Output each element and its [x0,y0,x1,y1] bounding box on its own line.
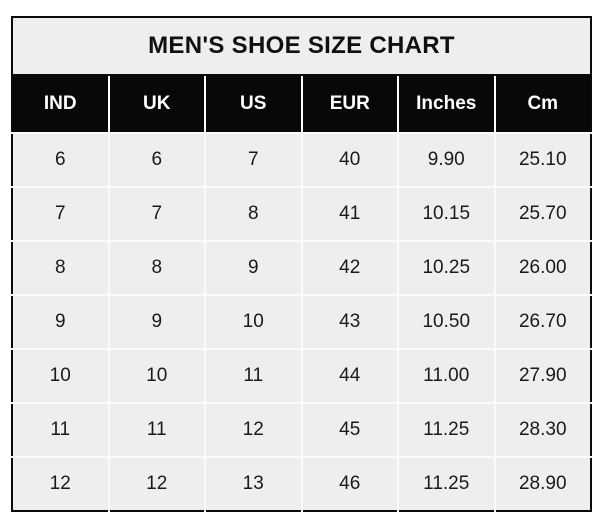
cell-eur: 41 [301,186,399,241]
cell-us: 13 [205,456,303,511]
cell-ind: 10 [12,348,110,403]
cell-eur: 40 [301,132,399,187]
cell-eur: 44 [301,348,399,403]
column-header-row: IND UK US EUR Inches Cm [12,75,591,133]
cell-inches: 10.15 [398,186,496,241]
cell-us: 10 [205,294,303,349]
cell-uk: 9 [108,294,206,349]
column-header-us: US [205,75,303,133]
cell-ind: 12 [12,456,110,511]
cell-uk: 8 [108,240,206,295]
chart-title: MEN'S SHOE SIZE CHART [12,17,591,76]
cell-cm: 26.00 [494,240,591,295]
cell-us: 8 [205,186,303,241]
cell-eur: 45 [301,402,399,457]
cell-cm: 28.90 [494,456,591,511]
cell-us: 11 [205,348,303,403]
cell-ind: 11 [12,402,110,457]
cell-uk: 6 [108,132,206,187]
cell-ind: 9 [12,294,110,349]
cell-cm: 25.10 [494,132,591,187]
table-row: 7 7 8 41 10.15 25.70 [12,186,591,241]
cell-ind: 8 [12,240,110,295]
cell-us: 9 [205,240,303,295]
cell-us: 12 [205,402,303,457]
cell-cm: 26.70 [494,294,591,349]
cell-inches: 9.90 [398,132,496,187]
column-header-cm: Cm [494,75,591,133]
cell-inches: 11.25 [398,402,496,457]
cell-eur: 46 [301,456,399,511]
cell-eur: 42 [301,240,399,295]
table-row: 12 12 13 46 11.25 28.90 [12,456,591,511]
cell-cm: 25.70 [494,186,591,241]
cell-ind: 6 [12,132,110,187]
cell-cm: 27.90 [494,348,591,403]
table-row: 9 9 10 43 10.50 26.70 [12,294,591,349]
table-row: 6 6 7 40 9.90 25.10 [12,132,591,187]
cell-ind: 7 [12,186,110,241]
cell-uk: 10 [108,348,206,403]
cell-cm: 28.30 [494,402,591,457]
cell-inches: 11.00 [398,348,496,403]
cell-us: 7 [205,132,303,187]
cell-inches: 10.50 [398,294,496,349]
column-header-uk: UK [108,75,206,133]
cell-inches: 10.25 [398,240,496,295]
shoe-size-chart-table: MEN'S SHOE SIZE CHART IND UK US EUR Inch… [11,16,592,512]
column-header-inches: Inches [398,75,496,133]
column-header-ind: IND [12,75,110,133]
cell-uk: 11 [108,402,206,457]
column-header-eur: EUR [301,75,399,133]
table-row: 11 11 12 45 11.25 28.30 [12,402,591,457]
cell-inches: 11.25 [398,456,496,511]
cell-uk: 12 [108,456,206,511]
table-row: 8 8 9 42 10.25 26.00 [12,240,591,295]
chart-title-row: MEN'S SHOE SIZE CHART [12,17,591,76]
cell-uk: 7 [108,186,206,241]
table-row: 10 10 11 44 11.00 27.90 [12,348,591,403]
cell-eur: 43 [301,294,399,349]
